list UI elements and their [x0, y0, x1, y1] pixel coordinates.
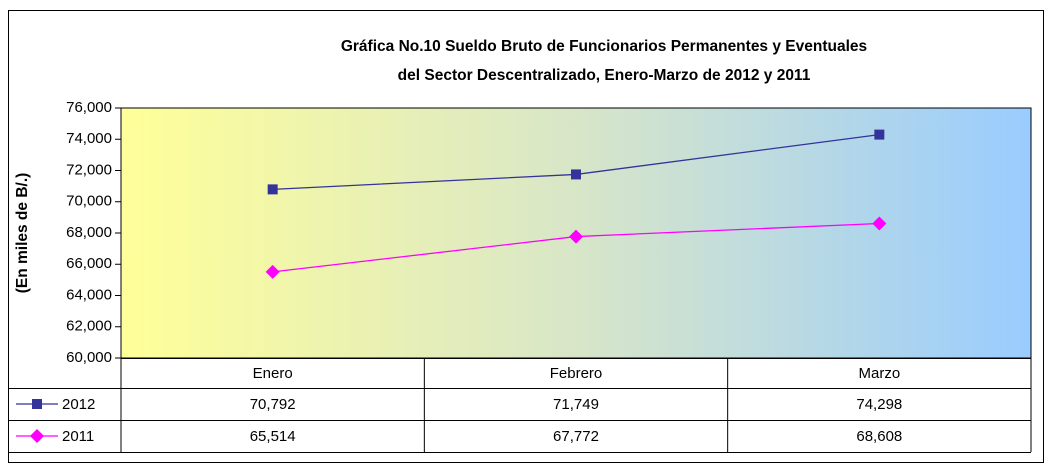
y-tick-label: 62,000	[66, 318, 112, 335]
y-tick-label: 60,000	[66, 349, 112, 366]
table-value: 67,772	[553, 428, 599, 445]
y-tick-label: 64,000	[66, 286, 112, 303]
legend-label: 2012	[62, 396, 95, 413]
table-value: 74,298	[856, 396, 902, 413]
marker	[265, 264, 280, 279]
table-value: 68,608	[856, 428, 902, 445]
legend-marker	[30, 429, 44, 443]
chart-title: Gráfica No.10 Sueldo Bruto de Funcionari…	[341, 38, 867, 55]
marker	[872, 216, 887, 231]
y-axis-label: (En miles de B/.)	[14, 173, 31, 294]
marker	[569, 229, 583, 244]
chart-title: del Sector Descentralizado, Enero-Marzo …	[398, 67, 811, 84]
x-tick-label: Marzo	[858, 365, 900, 382]
legend-label: 2011	[62, 428, 94, 445]
legend-marker	[32, 399, 42, 409]
y-tick-label: 72,000	[66, 161, 112, 178]
y-tick-label: 70,000	[66, 193, 112, 210]
x-tick-label: Febrero	[550, 365, 603, 382]
marker	[571, 169, 581, 180]
table-value: 70,792	[250, 396, 296, 413]
y-tick-label: 68,000	[66, 224, 112, 241]
y-tick-label: 76,000	[66, 99, 112, 116]
y-tick-label: 74,000	[66, 130, 112, 147]
marker	[267, 184, 278, 195]
table-value: 71,749	[553, 396, 599, 413]
y-tick-label: 66,000	[66, 255, 112, 272]
table-value: 65,514	[250, 428, 296, 445]
x-tick-label: Enero	[253, 365, 293, 382]
marker	[874, 129, 885, 140]
